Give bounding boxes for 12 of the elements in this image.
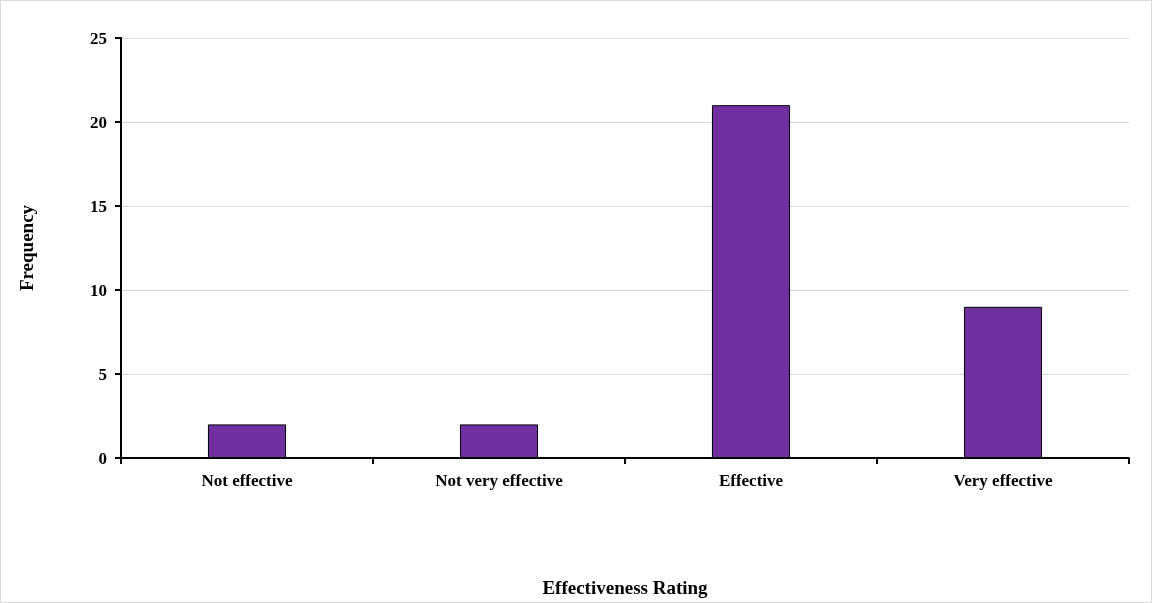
y-tick-label: 10 bbox=[90, 280, 107, 300]
x-axis-title: Effectiveness Rating bbox=[542, 577, 709, 598]
x-tick-label: Effective bbox=[718, 471, 784, 490]
y-tick-label: 20 bbox=[90, 112, 107, 132]
y-axis-title: Frequency bbox=[16, 204, 37, 292]
x-tick-label: Not very effective bbox=[435, 471, 564, 490]
y-tick-label: 15 bbox=[90, 196, 107, 216]
x-tick-label: Very effective bbox=[953, 471, 1053, 490]
x-tick-label: Not effective bbox=[201, 471, 293, 490]
y-tick-label: 5 bbox=[98, 364, 107, 384]
y-tick-label: 25 bbox=[90, 28, 107, 48]
y-tick-label: 0 bbox=[98, 448, 107, 468]
